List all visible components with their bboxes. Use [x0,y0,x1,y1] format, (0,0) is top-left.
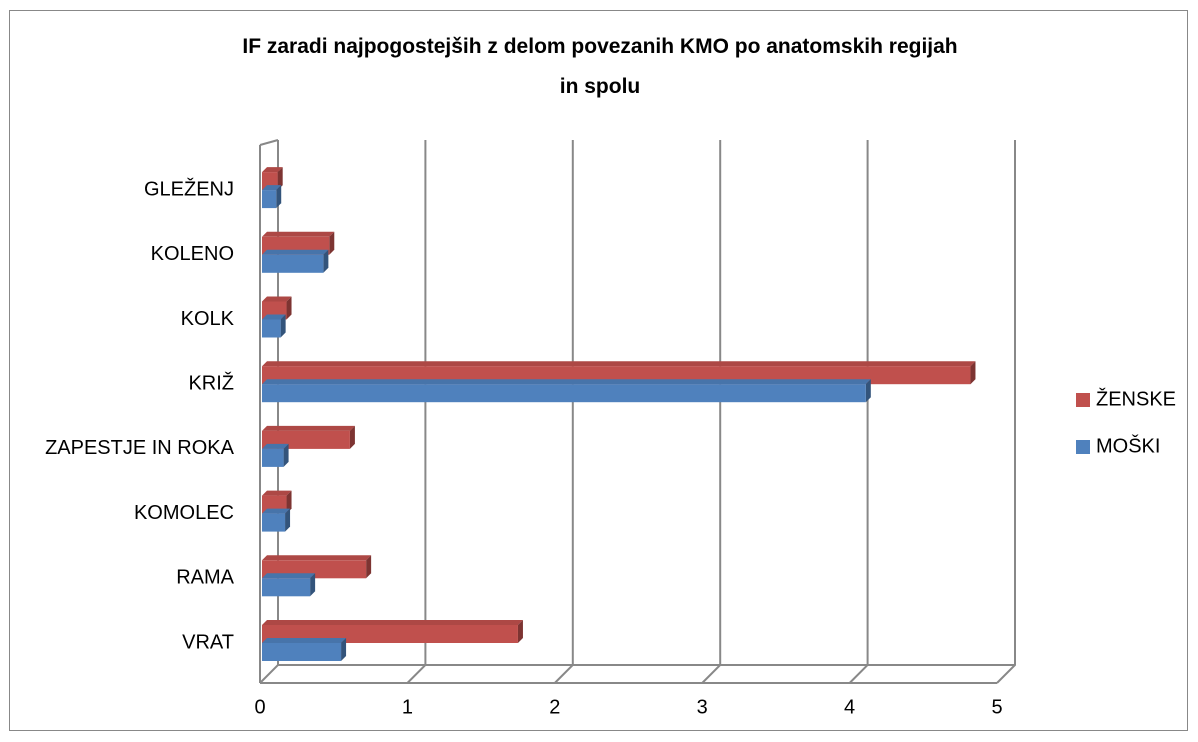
x-tick-label: 1 [402,696,413,718]
bar-top [262,620,523,625]
bar-side [285,508,291,532]
x-tick-label: 5 [991,696,1002,718]
bar-side [865,379,871,403]
grid-line [701,140,722,684]
bar-top [262,425,355,431]
bar-side [276,185,282,209]
bar-side [277,167,283,191]
bar [262,319,281,338]
grid-line [406,140,427,684]
bar-top [262,573,316,579]
y-tick-label: ZAPESTJE IN ROKA [45,437,235,459]
legend-label: MOŠKI [1096,434,1160,457]
grid-line [554,140,574,684]
bar-top [262,231,335,237]
bar-side [970,361,976,385]
y-tick-label: KOLENO [151,243,234,265]
bar-side [349,425,355,449]
bar [262,578,311,597]
x-tick-label: 0 [254,696,265,718]
y-tick-label: KOLK [181,308,235,330]
bar-top [262,443,289,449]
bar-side [310,573,316,597]
legend-swatch [1076,440,1090,454]
bar-top [262,249,329,255]
bar-side [366,555,372,579]
bar-side [517,620,523,643]
bar-side [341,638,347,661]
x-tick-label: 4 [844,696,855,718]
x-tick-label: 3 [697,696,708,718]
bar-top [262,490,292,496]
x-tick-label: 2 [549,696,560,718]
grid-line [996,140,1016,684]
bar [262,448,284,467]
bar-top [262,555,372,561]
bar [262,643,342,661]
bar-top [262,361,976,367]
legend-swatch [1076,393,1090,407]
bar-top [262,167,283,173]
bar-side [323,249,329,273]
legend-label: ŽENSKE [1096,387,1176,410]
y-tick-label: VRAT [182,631,234,653]
grid-line [848,140,869,684]
y-tick-label: GLEŽENJ [144,177,234,200]
bar-side [286,296,292,320]
bar-side [280,314,286,338]
bar-top [262,508,291,514]
bar-top [262,314,286,320]
bar-side [286,490,292,514]
bar [262,190,277,209]
bar-top [262,296,292,302]
y-tick-label: RAMA [176,567,234,589]
y-tick-label: KRIŽ [188,371,234,394]
bar [262,254,324,273]
chart-title: IF zaradi najpogostejših z delom povezan… [242,35,957,98]
y-tick-label: KOMOLEC [134,502,234,524]
bar [262,513,286,532]
bar-top [262,379,871,385]
bar [262,384,866,403]
left-wall-top [259,139,279,146]
bar-top [262,638,347,643]
bar-top [262,185,282,191]
bar-side [329,231,335,255]
bar-side [283,443,289,467]
